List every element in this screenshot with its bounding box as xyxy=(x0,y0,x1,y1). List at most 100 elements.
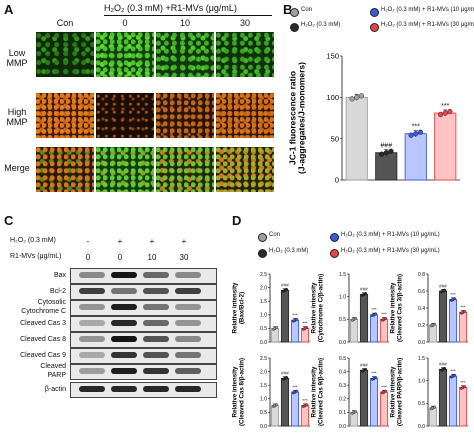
bar xyxy=(280,289,290,343)
bar xyxy=(428,324,438,343)
significance-label: *** xyxy=(302,398,308,403)
legend-label: H₂O₂ (0.3 mM) + R1-MVs (30 μg/mL) xyxy=(381,22,474,28)
significance-label: ### xyxy=(380,143,392,150)
panel-b-chart: JC-1 fluorescence ratio(J-aggregates/J-m… xyxy=(287,52,460,185)
blot-band xyxy=(175,272,201,278)
bar xyxy=(458,387,468,427)
blot-band xyxy=(111,352,137,358)
blot-lane xyxy=(70,364,217,380)
blot-band xyxy=(175,352,201,358)
panel-a-label: A xyxy=(4,2,14,17)
significance-label: ### xyxy=(360,363,368,368)
blot-band xyxy=(79,386,105,392)
y-tick-label: 0.5 xyxy=(260,410,267,416)
bar xyxy=(369,314,379,343)
y-tick-label: 2.5 xyxy=(260,356,267,362)
blot-protein-label: Cleaved PARP xyxy=(40,363,66,379)
y-axis-label: Relative intensity(Cleaved Cas 8/β-actin… xyxy=(232,358,245,426)
data-point xyxy=(447,108,453,115)
blot-protein-label: Cleaved Cas 9 xyxy=(20,352,66,359)
legend-marker xyxy=(330,249,339,258)
blot-band xyxy=(79,304,105,310)
bar xyxy=(300,405,310,427)
blot-band xyxy=(111,386,137,392)
bar xyxy=(290,391,300,427)
legend-label: H₂O₂ (0.3 mM) + R1-MVs (10 μg/mL) xyxy=(381,7,474,13)
bar xyxy=(290,319,300,343)
legend-label: H₂O₂ (0.3 mM) xyxy=(269,248,309,254)
significance-label: *** xyxy=(460,380,466,385)
blot-protein-label: Cytosolic Cytochrome C xyxy=(21,299,66,315)
y-tick-label: 0.5 xyxy=(339,317,346,323)
y-tick-label: 0.0 xyxy=(339,424,346,430)
legend-marker xyxy=(290,8,299,17)
data-point xyxy=(408,132,414,138)
data-point xyxy=(305,403,309,407)
cond2-label: R1-MVs (μg/mL) xyxy=(10,253,62,260)
legend-label: Con xyxy=(269,232,281,238)
data-point xyxy=(354,410,358,414)
blot-lane xyxy=(70,332,217,348)
bar xyxy=(428,407,438,427)
bar xyxy=(375,152,398,181)
blot-lane xyxy=(70,284,217,300)
micrograph-high-con xyxy=(36,93,94,138)
data-point xyxy=(443,288,447,292)
data-point xyxy=(295,389,299,393)
y-tick-label: 1.5 xyxy=(339,272,346,278)
panel-d-label: D xyxy=(232,213,242,228)
y-axis-label: Relative intensity(Cleaved Cas 9/β-actin… xyxy=(311,358,324,426)
data-point xyxy=(384,317,388,321)
y-tick-label: 0.2 xyxy=(339,397,346,403)
y-axis-label: Relative intensity(Cleaved PARP/β-actin) xyxy=(390,358,403,426)
bar xyxy=(379,391,389,427)
y-tick-label: 1.0 xyxy=(260,313,267,319)
row-label-high-mmp: High MMP xyxy=(6,107,28,127)
data-point xyxy=(417,129,424,135)
data-point xyxy=(433,322,437,326)
bar xyxy=(369,377,379,427)
panel-a-header-rule xyxy=(104,15,272,16)
blot-band xyxy=(175,304,201,310)
blot-band xyxy=(79,320,105,326)
y-tick-label: 2.5 xyxy=(260,272,267,278)
row-label-low-mmp: Low MMP xyxy=(6,48,28,68)
data-point xyxy=(358,93,365,99)
blot-band xyxy=(143,386,169,392)
y-tick-label: 0.0 xyxy=(339,340,346,346)
data-point xyxy=(463,385,467,389)
cond1-val-2: + xyxy=(117,237,123,246)
significance-label: *** xyxy=(412,124,420,131)
micrograph-merge-0 xyxy=(96,147,154,192)
bar xyxy=(349,411,359,427)
blot-band xyxy=(143,368,169,374)
micrograph-merge-con xyxy=(36,147,94,192)
significance-label: *** xyxy=(302,321,308,326)
panel-a-header: H₂O₂ (0.3 mM) +R1-MVs (μg/mL) xyxy=(104,3,237,13)
y-tick-label: 1.5 xyxy=(418,356,425,362)
significance-label: *** xyxy=(292,313,298,318)
cond1-val-1: - xyxy=(86,237,90,246)
micrograph-low-con xyxy=(36,32,94,77)
data-point xyxy=(295,317,299,321)
significance-label: *** xyxy=(450,292,456,297)
blot-band xyxy=(79,352,105,358)
blot-band xyxy=(111,304,137,310)
blot-band xyxy=(111,272,137,278)
legend-marker xyxy=(370,23,379,32)
y-tick-label: 1.0 xyxy=(260,397,267,403)
micrograph-low-30 xyxy=(216,32,274,77)
panel-d-chart: Relative intensity(Bax/Bcl-2) 0.0 0.5 1.0 1.… xyxy=(232,272,310,346)
blot-lane xyxy=(70,316,217,332)
y-axis-label: JC-1 fluorescence ratio(J-aggregates/J-m… xyxy=(287,62,306,174)
y-tick-label: 0.5 xyxy=(418,401,425,407)
y-axis-label: Relative intensity(Bax/Bcl-2) xyxy=(232,282,245,333)
data-point xyxy=(364,367,368,371)
y-tick-label: 100 xyxy=(326,93,339,102)
legend-marker xyxy=(258,233,267,242)
bar xyxy=(448,299,458,343)
bar xyxy=(438,368,448,427)
data-point xyxy=(463,309,467,313)
data-point xyxy=(285,288,289,292)
blot-protein-label: Cleaved Cas 3 xyxy=(20,320,66,327)
